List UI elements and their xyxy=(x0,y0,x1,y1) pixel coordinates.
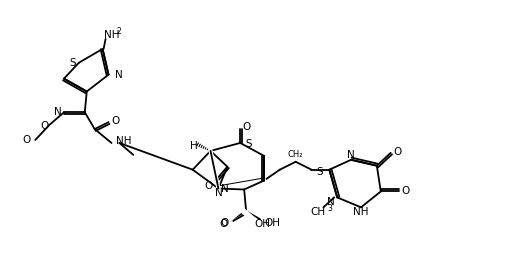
Text: N: N xyxy=(326,197,334,207)
Text: 3: 3 xyxy=(327,204,332,213)
Text: S: S xyxy=(316,167,323,177)
Text: O: O xyxy=(394,147,402,157)
Text: O: O xyxy=(204,180,212,190)
Text: O: O xyxy=(401,187,410,197)
Text: NH: NH xyxy=(116,136,132,146)
Text: O: O xyxy=(219,219,228,229)
Text: N: N xyxy=(221,183,229,193)
Text: N: N xyxy=(115,70,123,80)
Text: S: S xyxy=(69,58,76,68)
Text: N: N xyxy=(347,150,355,160)
Text: O: O xyxy=(112,116,120,126)
Text: O: O xyxy=(40,121,48,131)
Text: H: H xyxy=(190,141,198,151)
Text: S: S xyxy=(245,139,252,149)
Text: 2: 2 xyxy=(116,27,121,36)
Text: O: O xyxy=(242,122,251,132)
Text: CH: CH xyxy=(311,207,326,217)
Text: OH: OH xyxy=(254,219,270,229)
Text: NH: NH xyxy=(103,30,119,40)
Text: N: N xyxy=(54,107,62,117)
Text: CH₂: CH₂ xyxy=(288,150,303,159)
Text: OH: OH xyxy=(264,218,280,228)
Text: N: N xyxy=(215,188,222,198)
Text: NH: NH xyxy=(353,207,369,217)
Text: O: O xyxy=(220,218,228,228)
Text: O: O xyxy=(22,135,30,145)
